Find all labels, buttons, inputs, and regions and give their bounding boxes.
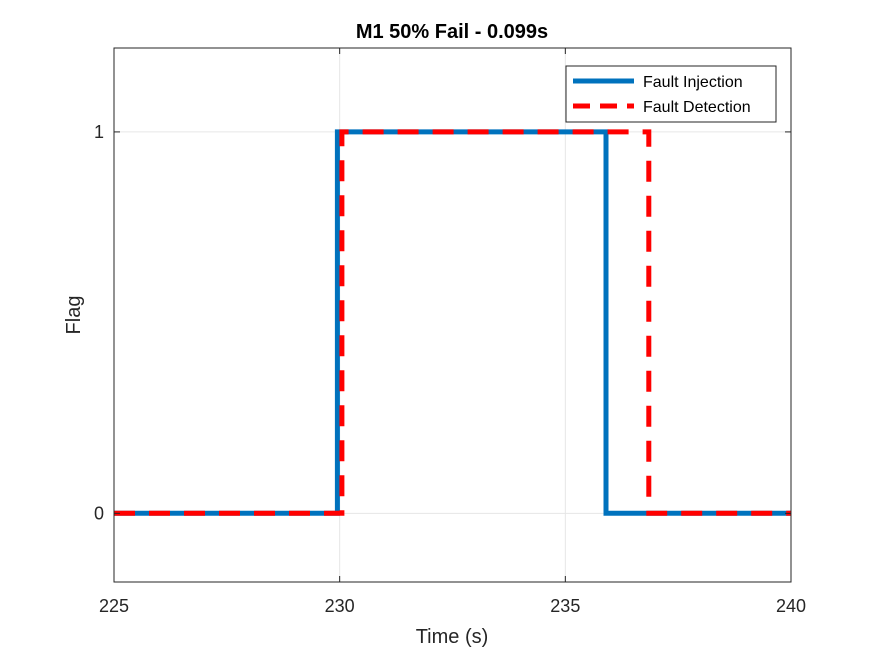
legend-label: Fault Injection [643,74,743,91]
axis-ticks: 225 230 235 240 0 1 [94,48,806,616]
y-axis-label: Flag [63,296,85,335]
legend-label: Fault Detection [643,99,751,116]
chart-title: M1 50% Fail - 0.099s [356,21,548,43]
series-line-2 [114,129,791,516]
legend-box [565,65,777,123]
series-layer [114,129,791,516]
y-tick-label: 1 [94,122,104,142]
y-tick-label: 0 [94,503,104,523]
x-tick-label: 225 [99,596,129,616]
axes-box [113,47,792,583]
x-axis-label: Time (s) [416,626,489,648]
x-tick-label: 230 [325,596,355,616]
plot-area [114,48,791,582]
x-tick-label: 235 [550,596,580,616]
legend: Fault Injection Fault Detection [565,65,777,123]
x-tick-label: 240 [776,596,806,616]
